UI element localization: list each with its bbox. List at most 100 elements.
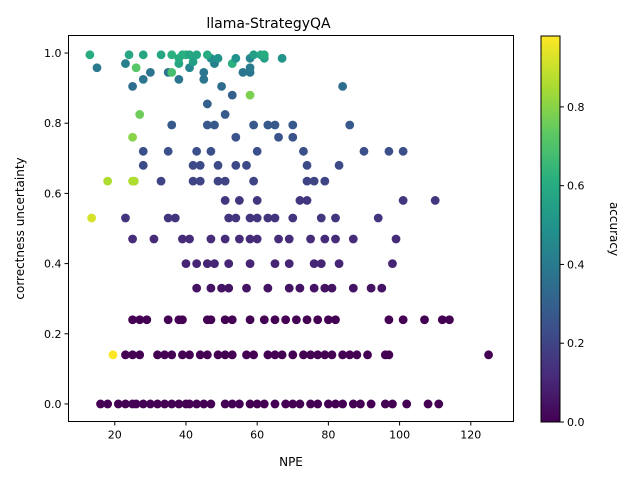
data-point [234,399,244,409]
data-point [178,350,187,360]
data-point [121,399,130,409]
data-point [398,146,408,156]
data-point [185,350,194,360]
data-point [231,53,241,63]
data-point [96,399,105,409]
data-point [263,350,273,360]
y-axis-label: correctness uncertainty [13,157,27,299]
data-point [138,74,148,84]
data-point [249,50,259,60]
data-point [202,350,212,360]
data-point [259,315,269,325]
data-point [356,399,365,409]
data-point [131,63,141,73]
data-point [174,399,184,409]
data-point [309,283,319,293]
data-point [108,350,118,360]
data-point [331,399,340,409]
data-point [306,350,315,360]
data-point [210,259,219,268]
data-point [103,399,113,409]
data-point [170,213,180,223]
data-point [323,399,333,409]
data-point [124,50,134,60]
data-point [128,81,137,91]
data-point [167,399,177,409]
data-point [388,259,397,268]
data-point [138,146,148,156]
data-point [384,350,394,360]
data-point [149,234,159,244]
data-point [384,315,394,325]
data-point [160,399,170,409]
colorbar-tick-label: 0.0 [567,416,585,429]
data-point [288,350,298,360]
x-tick-label: 40 [179,429,193,442]
data-point [270,213,280,223]
data-point [363,350,372,360]
data-point [195,176,205,186]
data-point [156,176,166,186]
data-point [195,350,205,360]
data-point [163,213,173,223]
data-point [245,63,255,73]
data-point [181,259,191,268]
data-point [302,196,312,205]
data-point [320,350,330,360]
data-point [135,110,145,119]
data-point [281,315,291,325]
data-point [263,120,273,130]
data-point [345,120,355,130]
data-point [199,67,209,77]
data-point [192,146,202,156]
data-point [380,399,390,409]
data-point [302,160,312,170]
data-point [348,283,358,293]
data-point [309,176,319,186]
data-point [188,57,198,67]
data-point [423,399,433,409]
data-point [220,315,230,325]
data-point [327,350,337,360]
data-point [227,399,237,409]
data-point [131,399,141,409]
data-point [377,283,387,293]
data-point [234,196,244,205]
data-point [348,234,358,244]
data-point [202,259,212,268]
data-point [288,120,298,130]
data-point [185,399,194,409]
data-point [366,399,376,409]
y-axis-ticks: 0.0 0.2 0.4 0.6 0.8 1.0 [44,47,69,411]
data-point [220,176,230,186]
data-point [199,74,209,84]
colorbar-tick-label: 0.6 [567,180,585,193]
data-point [306,399,315,409]
data-point [288,399,298,409]
data-point [178,315,187,325]
data-point [174,74,184,84]
data-point [185,234,194,244]
data-point [167,350,177,360]
data-point [249,176,259,186]
x-tick-label: 80 [321,429,335,442]
data-point [195,160,205,170]
data-point [121,213,130,223]
data-point [270,399,280,409]
data-point [295,196,305,205]
data-point [334,259,344,268]
data-point [206,283,216,293]
data-point [231,213,241,223]
data-point [138,160,148,170]
data-point [231,132,241,142]
data-point [252,196,262,205]
data-point [220,234,230,244]
data-point [249,120,259,130]
data-point [128,350,137,360]
data-point [192,50,202,60]
data-point [338,399,348,409]
plot-area: 20 40 60 80 100 120 0.0 0.2 0.4 0.6 0.8 1.0 [44,35,514,442]
colorbar-tick-label: 0.4 [567,258,585,271]
data-point [238,67,248,77]
data-point [163,315,173,325]
